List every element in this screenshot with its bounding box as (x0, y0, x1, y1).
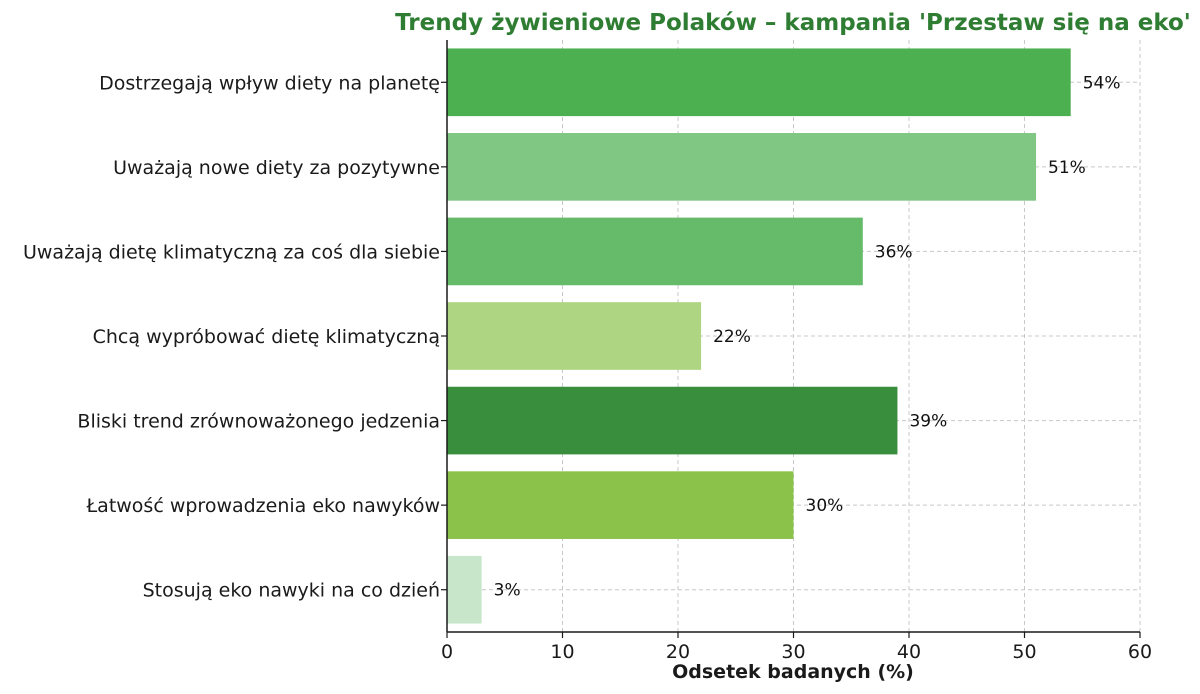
value-label: 30% (806, 496, 844, 516)
value-label: 39% (909, 412, 947, 432)
bar (447, 386, 898, 455)
value-label: 51% (1048, 158, 1086, 178)
bar (447, 48, 1071, 117)
value-label: 36% (875, 242, 913, 262)
bar (447, 471, 794, 539)
bar (447, 133, 1037, 201)
bar (447, 555, 482, 624)
category-label: Uważają dietę klimatyczną za coś dla sie… (23, 241, 440, 263)
x-tick-label: 10 (550, 641, 574, 663)
x-tick-label: 30 (781, 641, 805, 663)
value-label: 54% (1083, 73, 1121, 93)
category-label: Uważają nowe diety za pozytywne (113, 157, 440, 179)
chart-title: Trendy żywieniowe Polaków – kampania 'Pr… (395, 10, 1191, 36)
x-axis-title: Odsetek badanych (%) (672, 661, 914, 683)
category-label: Bliski trend zrównoważonego jedzenia (77, 411, 440, 433)
category-labels: Dostrzegają wpływ diety na planetę Uważaj… (23, 72, 440, 601)
category-label: Łatwość wprowadzenia eko nawyków (86, 495, 441, 517)
category-label: Dostrzegają wpływ diety na planetę (99, 72, 440, 94)
x-tick-label: 60 (1128, 641, 1152, 663)
x-tick-label: 50 (1012, 641, 1036, 663)
category-label: Chcą wypróbować dietę klimatyczną (93, 326, 440, 348)
x-ticks: 0 10 20 30 40 50 60 (441, 81, 1152, 663)
bar (447, 302, 702, 370)
category-label: Stosują eko nawyki na co dzień (143, 580, 440, 602)
x-tick-label: 40 (897, 641, 921, 663)
value-labels: 54% 51% 36% 22% 39% 30% 3% (494, 73, 1121, 600)
value-label: 3% (494, 581, 521, 601)
x-tick-label: 0 (441, 641, 453, 663)
bars (447, 48, 1071, 624)
bar (447, 217, 863, 286)
x-tick-label: 20 (666, 641, 690, 663)
value-label: 22% (713, 327, 751, 347)
